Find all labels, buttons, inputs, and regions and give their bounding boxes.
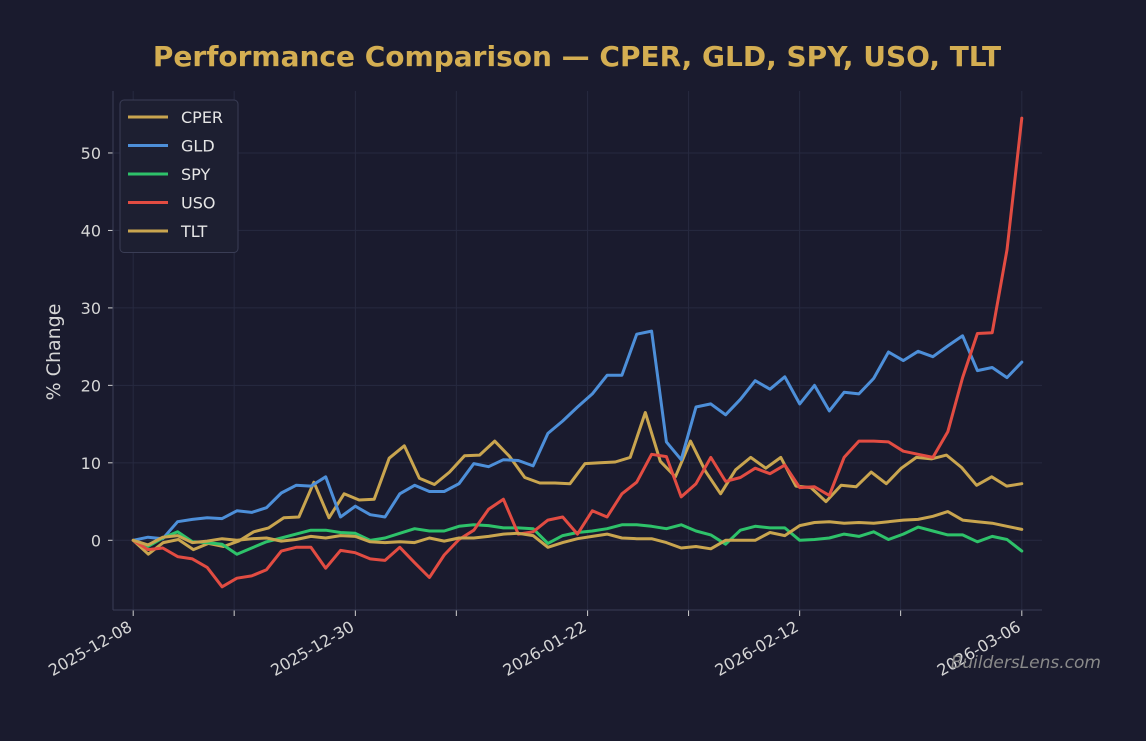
y-tick-label: 30 [81, 299, 101, 318]
series-layer [131, 116, 1024, 589]
y-axis-label: % Change [43, 304, 65, 401]
series-line-cper [131, 411, 1024, 556]
series-line-gld [131, 329, 1024, 542]
legend: CPER GLD SPY USO TLT [119, 99, 239, 253]
legend-label-tlt: TLT [180, 222, 207, 241]
watermark: BuildersLens.com [951, 653, 1101, 673]
y-tick-label: 20 [81, 376, 101, 395]
legend-label-gld: GLD [181, 137, 215, 156]
series-line-uso [131, 116, 1024, 589]
legend-label-spy: SPY [181, 165, 210, 184]
y-tick-label: 50 [81, 144, 101, 163]
chart-title: Performance Comparison — CPER, GLD, SPY,… [153, 40, 1001, 73]
legend-label-cper: CPER [181, 108, 223, 127]
y-tick-label: 0 [91, 531, 101, 550]
legend-label-uso: USO [181, 194, 215, 213]
series-line-tlt [131, 510, 1024, 551]
y-tick-label: 40 [81, 221, 101, 240]
y-tick-label: 10 [81, 454, 101, 473]
legend-box [119, 99, 239, 253]
